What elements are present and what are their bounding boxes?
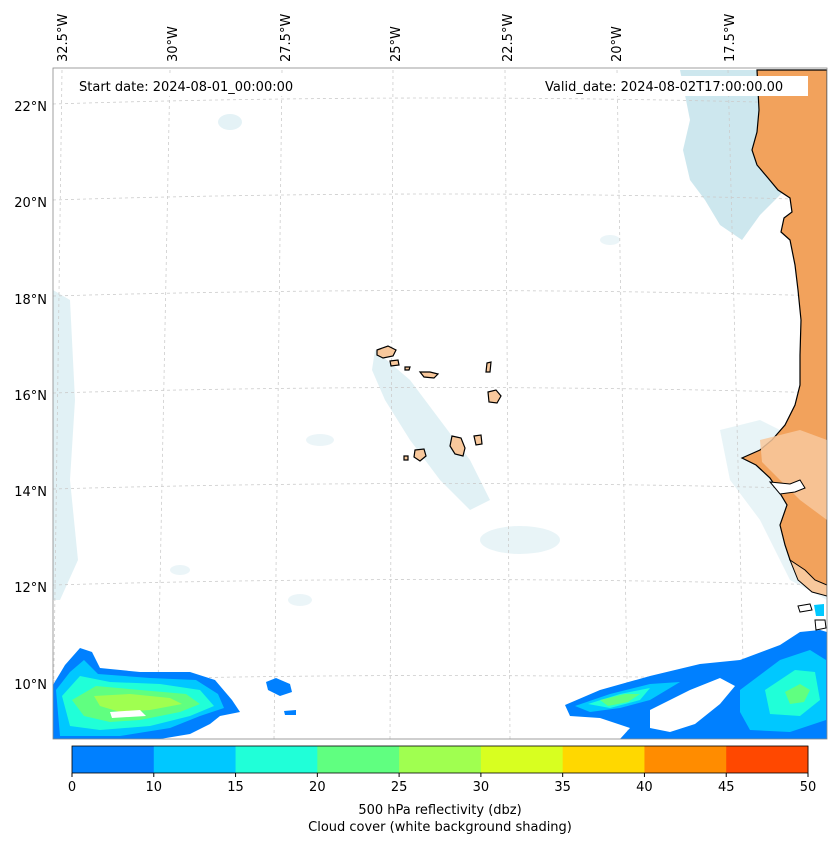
valid-date-box (540, 76, 808, 96)
colorbar-tick-label: 30 (473, 780, 490, 795)
lat-label-12n: 12°N (14, 581, 47, 596)
colorbar-ticks: 0 10 15 20 25 30 35 40 45 50 (68, 773, 816, 795)
cloud-west-edge (53, 290, 78, 600)
island-sao-vicente (389, 359, 400, 367)
lon-label-20w: 20°W (610, 26, 625, 62)
lat-label-16n: 16°N (14, 389, 47, 404)
island-santo-antao (376, 345, 397, 359)
colorbar-frame (71, 745, 809, 774)
colorbar-segment (153, 746, 237, 773)
colorbar-segment (726, 746, 809, 773)
colorbar-tick-label: 20 (309, 780, 326, 795)
parallel-18n (53, 290, 827, 297)
island-santiago (449, 435, 466, 457)
island-boa-vista (487, 389, 502, 404)
lon-label-27-5w: 27.5°W (279, 14, 294, 62)
island-fogo (413, 448, 427, 462)
island-sao-nicolau (418, 371, 440, 379)
longitude-labels: 32.5°W 30°W 27.5°W 25°W 22.5°W 20°W 17.5… (56, 14, 738, 62)
land-gambia-light (760, 430, 827, 520)
latitude-labels: 22°N 20°N 18°N 16°N 14°N 12°N 10°N (14, 100, 47, 693)
reflectivity-southwest (53, 648, 296, 739)
refl-se-25-east (785, 684, 810, 704)
island-santa-luzia (404, 366, 411, 371)
cloud-patch-c (306, 434, 334, 446)
gambia-river (768, 479, 806, 495)
cloud-patch-b (480, 526, 560, 554)
colorbar-label-reflectivity: 500 hPa reflectivity (dbz) (358, 803, 521, 818)
colorbar-label-cloud-cover: Cloud cover (white background shading) (308, 820, 572, 835)
lat-label-18n: 18°N (14, 293, 47, 308)
colorbar-tick-label: 40 (636, 780, 653, 795)
parallel-12n (53, 579, 827, 586)
lon-label-17-5w: 17.5°W (723, 14, 738, 62)
refl-guinea-cell (814, 604, 824, 616)
cloud-patch-f (288, 594, 312, 606)
lat-label-10n: 10°N (14, 678, 47, 693)
parallel-16n (53, 387, 827, 394)
west-africa-land (740, 69, 827, 631)
map-panel: Start date: 2024-08-01_00:00:00 Valid_da… (52, 67, 828, 740)
cloud-cape-verde (372, 350, 490, 510)
colorbar-tick-label: 35 (554, 780, 571, 795)
colorbar-segment (317, 746, 400, 773)
colorbar-tick-label: 50 (800, 780, 817, 795)
colorbar-segment (644, 746, 727, 773)
refl-se-25 (600, 694, 640, 706)
colorbar-tick-label: 0 (68, 780, 76, 795)
refl-sw-gap (110, 710, 146, 718)
lon-label-32-5w: 32.5°W (56, 14, 71, 62)
colorbar-segment (399, 746, 482, 773)
refl-cell-a (266, 678, 292, 696)
cape-verde-islands (376, 345, 502, 462)
island-sal (485, 361, 492, 373)
lat-label-20n: 20°N (14, 196, 47, 211)
colorbar-tick-label: 25 (391, 780, 408, 795)
colorbar-segment (235, 746, 318, 773)
lon-label-25w: 25°W (389, 26, 404, 62)
refl-cell-b (284, 710, 296, 715)
bissau-islands (797, 603, 827, 631)
cloud-patch-d (600, 235, 620, 245)
start-date-box (73, 76, 313, 96)
lon-label-22-5w: 22.5°W (501, 14, 516, 62)
island-maio (473, 434, 483, 446)
map-frame (52, 67, 828, 740)
colorbar: 0 10 15 20 25 30 35 40 45 50 500 hPa reflectivity… (68, 745, 816, 835)
colorbar-segment (562, 746, 645, 773)
colorbar-segment (480, 746, 564, 773)
start-date-text: Start date: 2024-08-01_00:00:00 (79, 80, 293, 95)
island-brava (403, 455, 409, 461)
colorbar-tick-label: 15 (227, 780, 244, 795)
colorbar-tick-label: 45 (718, 780, 735, 795)
cloud-patch-e (170, 565, 190, 575)
colorbar-segment (72, 746, 155, 773)
refl-sw-30 (94, 694, 182, 712)
cloud-patch-a (218, 114, 242, 130)
lat-label-14n: 14°N (14, 485, 47, 500)
lon-label-30w: 30°W (166, 26, 181, 62)
parallel-20n (53, 193, 827, 201)
lat-label-22n: 22°N (14, 100, 47, 115)
land-guinea-bissau (788, 558, 827, 597)
colorbar-segments (72, 746, 809, 773)
valid-date-text: Valid_date: 2024-08-02T17:00:00.00 (545, 80, 783, 95)
reflectivity-southeast (565, 630, 827, 739)
colorbar-tick-label: 10 (146, 780, 163, 795)
refl-se-gap (650, 678, 735, 732)
parallel-14n (53, 483, 827, 490)
parallel-22n (53, 97, 827, 105)
